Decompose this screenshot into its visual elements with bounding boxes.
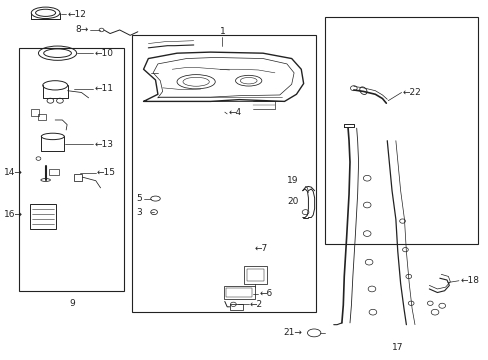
Text: 1: 1 <box>219 27 225 36</box>
Text: ←7: ←7 <box>254 244 267 253</box>
Text: 14→: 14→ <box>4 168 23 177</box>
Text: ←2: ←2 <box>249 300 262 309</box>
Bar <box>30 204 56 229</box>
Text: 21→: 21→ <box>283 328 302 337</box>
Text: 17: 17 <box>391 343 403 352</box>
Bar <box>74 174 82 181</box>
Bar <box>225 288 251 297</box>
Text: 9: 9 <box>69 299 75 308</box>
Bar <box>244 266 266 284</box>
Bar <box>39 113 46 120</box>
Bar <box>224 286 254 298</box>
Bar <box>131 35 315 312</box>
Text: ←6: ←6 <box>259 289 272 298</box>
Bar <box>49 169 59 175</box>
Text: ←11: ←11 <box>94 84 113 93</box>
Text: ←4: ←4 <box>228 108 241 117</box>
Bar <box>20 48 124 291</box>
Text: ←18: ←18 <box>459 276 478 285</box>
Text: 20: 20 <box>287 197 298 206</box>
Text: ←12: ←12 <box>67 10 86 19</box>
Text: ←22: ←22 <box>402 88 421 97</box>
Text: 8→: 8→ <box>75 26 88 35</box>
Bar <box>325 18 477 244</box>
Bar <box>229 304 243 310</box>
Text: ←15: ←15 <box>97 168 116 177</box>
Text: ←13: ←13 <box>94 140 113 149</box>
Text: 5: 5 <box>136 194 142 203</box>
Text: ←10: ←10 <box>94 49 113 58</box>
Text: 19: 19 <box>287 176 298 185</box>
Bar <box>31 109 39 116</box>
Bar <box>246 269 263 282</box>
Text: 3: 3 <box>136 208 142 217</box>
Text: 16→: 16→ <box>4 210 23 219</box>
